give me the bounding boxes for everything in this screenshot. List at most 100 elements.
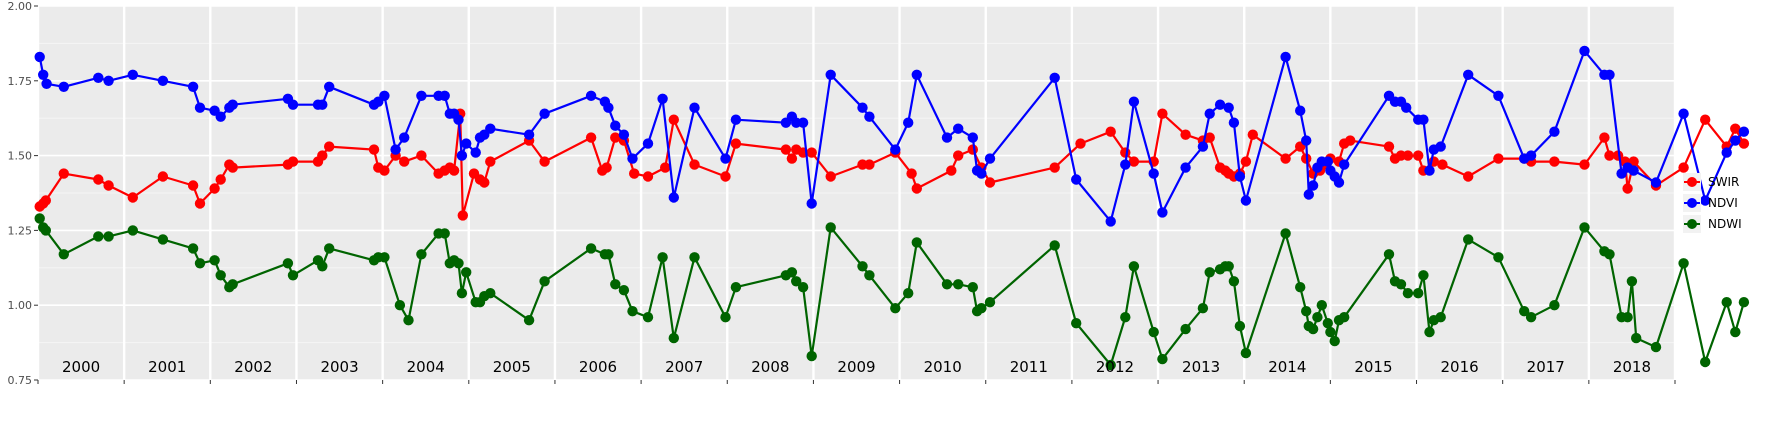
data-point-swir (1204, 132, 1215, 143)
data-point-ndvi (984, 153, 996, 164)
x-axis (37, 380, 1676, 384)
data-point-ndvi (1333, 177, 1345, 188)
data-point-ndvi (1228, 117, 1240, 128)
data-point-ndwi (1402, 288, 1414, 299)
data-point-ndwi (187, 243, 199, 254)
data-point-ndwi (1049, 240, 1060, 251)
data-point-swir (1599, 132, 1610, 143)
data-point-ndwi (1424, 326, 1435, 338)
data-point-swir (1075, 138, 1086, 149)
legend-label-swir: SWIR (1708, 175, 1739, 189)
data-point-ndwi (539, 276, 550, 287)
data-point-swir (1247, 129, 1259, 140)
data-point-ndvi (1650, 177, 1662, 188)
data-point-ndwi (485, 288, 496, 299)
data-point-ndwi (282, 258, 294, 269)
data-point-ndvi (539, 108, 550, 119)
data-point-ndvi (470, 147, 481, 158)
data-point-ndwi (461, 267, 472, 278)
data-point-ndwi (227, 279, 238, 290)
data-point-ndwi (1519, 306, 1530, 317)
data-point-ndwi (416, 249, 427, 260)
year-label: 2005 (493, 358, 531, 376)
data-point-ndwi (1240, 347, 1252, 359)
data-point-ndwi (93, 231, 104, 242)
data-point-ndwi (1413, 288, 1424, 299)
data-point-ndvi (227, 99, 238, 110)
data-point-ndvi (317, 99, 328, 110)
data-point-ndwi (1105, 359, 1116, 371)
data-point-ndvi (157, 75, 169, 87)
data-point-swir (642, 171, 654, 182)
data-point-ndwi (610, 279, 621, 290)
data-point-ndvi (1604, 69, 1615, 81)
data-point-ndwi (1738, 297, 1750, 308)
data-point-ndwi (786, 267, 798, 278)
data-point-swir (1157, 108, 1168, 119)
year-label: 2010 (924, 358, 962, 376)
data-point-ndvi (603, 102, 614, 113)
data-point-ndvi (1721, 147, 1732, 158)
data-point-ndwi (1234, 320, 1246, 332)
data-point-ndwi (864, 270, 875, 281)
year-label: 2006 (579, 358, 617, 376)
data-point-ndwi (1435, 312, 1446, 323)
data-point-ndwi (953, 279, 964, 290)
data-point-ndwi (668, 332, 679, 344)
data-point-swir (399, 156, 410, 167)
data-point-ndwi (720, 312, 731, 323)
data-point-ndvi (1197, 141, 1209, 152)
data-point-ndwi (797, 282, 809, 293)
data-point-swir (984, 177, 996, 188)
data-point-swir (1678, 162, 1689, 173)
data-point-ndwi (1197, 303, 1209, 314)
data-point-ndvi (1280, 51, 1291, 63)
data-point-swir (864, 159, 875, 170)
year-label: 2016 (1441, 358, 1479, 376)
data-point-swir (730, 138, 742, 149)
data-point-ndvi (730, 114, 742, 125)
data-point-ndwi (1418, 270, 1429, 281)
data-point-ndwi (1120, 312, 1131, 323)
data-point-ndvi (967, 132, 978, 143)
data-point-ndvi (379, 90, 390, 102)
data-point-swir (227, 162, 238, 173)
data-point-ndwi (1307, 323, 1319, 335)
data-point-ndvi (1525, 150, 1537, 161)
data-point-ndvi (194, 102, 206, 113)
y-tick-label: 2.00 (8, 0, 33, 13)
data-point-ndvi (416, 90, 427, 102)
year-label: 2008 (751, 358, 789, 376)
data-point-ndvi (1418, 114, 1429, 125)
data-point-swir (287, 156, 299, 167)
year-label: 2013 (1182, 358, 1220, 376)
data-point-ndwi (58, 249, 69, 260)
data-point-ndvi (187, 81, 199, 93)
data-point-swir (1604, 150, 1615, 161)
data-point-ndvi (439, 90, 450, 102)
data-point-ndwi (34, 213, 45, 224)
data-point-swir (1549, 156, 1560, 167)
data-point-ndvi (857, 102, 868, 113)
data-point-ndvi (1628, 165, 1639, 176)
data-point-swir (187, 180, 199, 191)
data-point-ndwi (1650, 341, 1662, 353)
data-point-ndvi (1700, 195, 1711, 206)
data-point-ndvi (41, 78, 52, 90)
data-point-ndvi (1071, 174, 1082, 185)
data-point-ndwi (642, 312, 654, 323)
data-point-swir (1700, 114, 1711, 125)
data-point-ndwi (911, 237, 922, 248)
data-point-ndvi (1401, 102, 1412, 113)
data-point-ndvi (903, 117, 914, 128)
data-point-ndwi (941, 279, 953, 290)
data-point-ndvi (618, 129, 630, 140)
data-point-swir (786, 153, 798, 164)
data-point-ndvi (58, 81, 69, 93)
data-point-ndwi (1322, 318, 1334, 329)
data-point-ndwi (394, 300, 406, 311)
data-point-swir (806, 147, 817, 158)
data-point-ndwi (1493, 252, 1504, 263)
year-labels: 2000 2001 2002 2003 2004 2005 2006 2007 2008 2009… (62, 358, 1651, 376)
data-point-ndwi (657, 252, 668, 263)
